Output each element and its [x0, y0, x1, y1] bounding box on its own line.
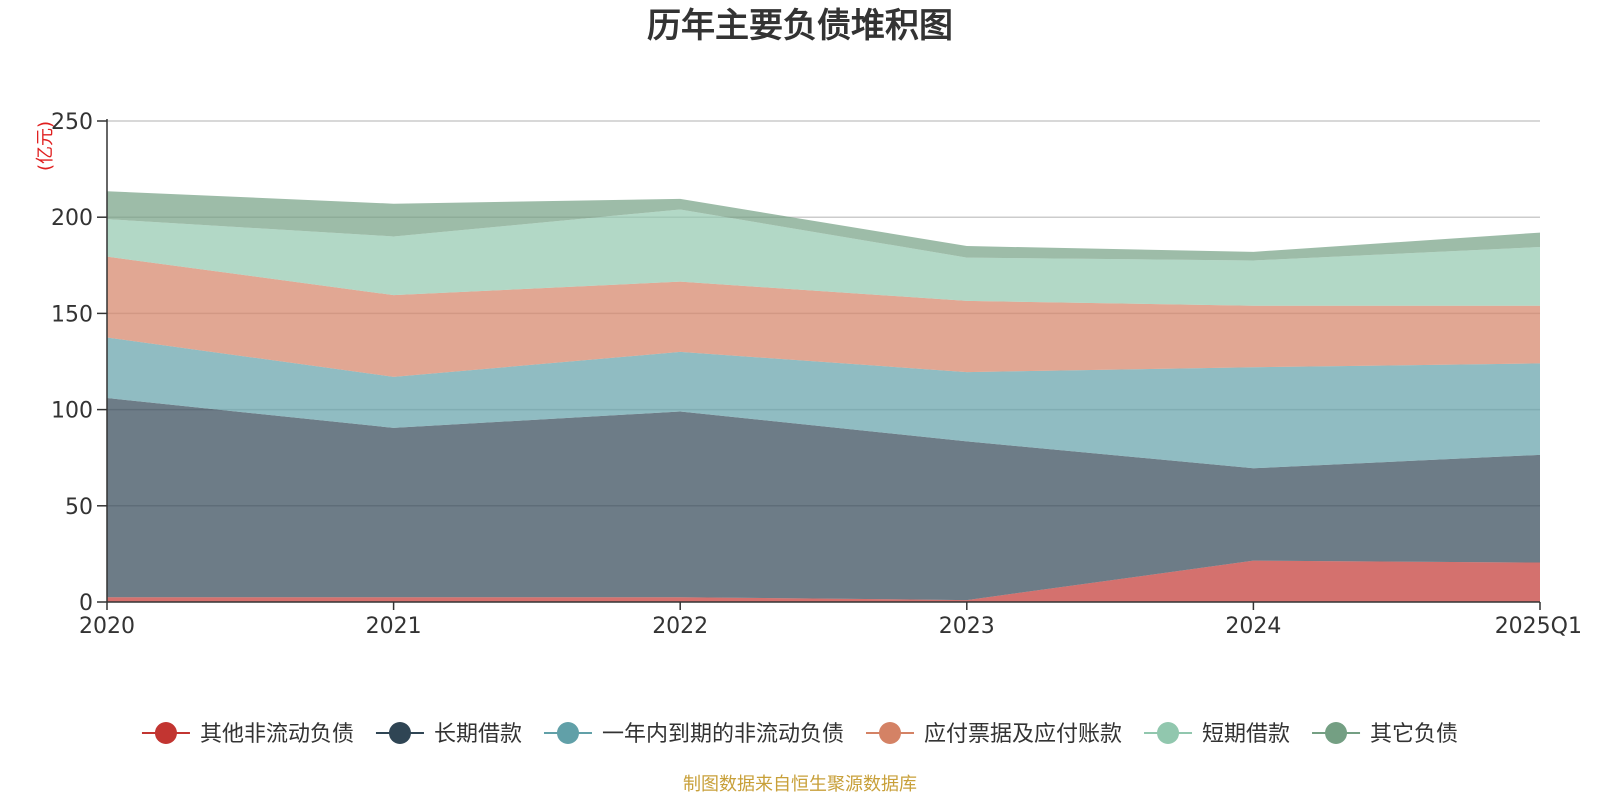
- axes: [106, 119, 1540, 603]
- x-tick-label-1: 2021: [366, 614, 422, 639]
- legend-label-3: 应付票据及应付账款: [924, 722, 1122, 747]
- legend-label-1: 长期借款: [434, 722, 522, 747]
- legend-marker-3: [879, 722, 901, 744]
- legend-item-1[interactable]: 长期借款: [375, 722, 522, 747]
- area-series-4: [107, 209, 1540, 306]
- y-tick-label-250: 250: [51, 110, 93, 135]
- y-tick-label-0: 0: [79, 591, 93, 616]
- x-axis-ticks: 2020 2021 2022 2023 2024 2025Q1: [79, 602, 1582, 639]
- legend-label-4: 短期借款: [1202, 722, 1290, 747]
- legend-marker-4: [1157, 722, 1180, 744]
- y-axis-ticks: 0 50 100 150 200 250: [51, 110, 107, 616]
- legend-marker-5: [1325, 722, 1348, 744]
- y-tick-label-50: 50: [65, 495, 93, 520]
- area-series-2: [107, 337, 1540, 469]
- x-tick-label-4: 2024: [1225, 614, 1281, 639]
- legend-item-0[interactable]: 其他非流动负债: [141, 722, 354, 747]
- y-tick-label-200: 200: [51, 206, 93, 231]
- legend-item-2[interactable]: 一年内到期的非流动负债: [543, 722, 844, 747]
- area-layers: [107, 191, 1540, 602]
- legend: 其他非流动负债 长期借款 一年内到期的非流动负债 应付票据及应付账款 短期借款 其它负债: [141, 722, 1458, 747]
- y-axis-unit-label: (亿元): [35, 121, 56, 171]
- legend-label-5: 其它负债: [1370, 722, 1458, 747]
- x-tick-label-2: 2022: [652, 614, 708, 639]
- y-tick-label-100: 100: [51, 399, 93, 424]
- legend-item-4[interactable]: 短期借款: [1144, 722, 1290, 747]
- x-tick-label-0: 2020: [79, 614, 135, 639]
- data-source-note: 制图数据来自恒生聚源数据库: [683, 774, 917, 795]
- x-tick-label-3: 2023: [939, 614, 995, 639]
- legend-label-2: 一年内到期的非流动负债: [602, 722, 844, 747]
- legend-marker-1: [388, 722, 411, 744]
- y-tick-label-150: 150: [51, 302, 93, 327]
- chart-title: 历年主要负债堆积图: [647, 6, 953, 46]
- legend-marker-2: [556, 722, 579, 744]
- x-tick-label-5: 2025Q1: [1495, 614, 1582, 639]
- legend-item-5[interactable]: 其它负债: [1312, 722, 1458, 747]
- legend-label-0: 其他非流动负债: [200, 722, 354, 747]
- area-series-5: [107, 191, 1540, 261]
- area-series-3: [107, 256, 1540, 377]
- area-series-1: [107, 398, 1540, 601]
- area-series-0: [107, 560, 1540, 602]
- legend-item-3[interactable]: 应付票据及应付账款: [866, 722, 1122, 747]
- legend-marker-0: [154, 722, 177, 744]
